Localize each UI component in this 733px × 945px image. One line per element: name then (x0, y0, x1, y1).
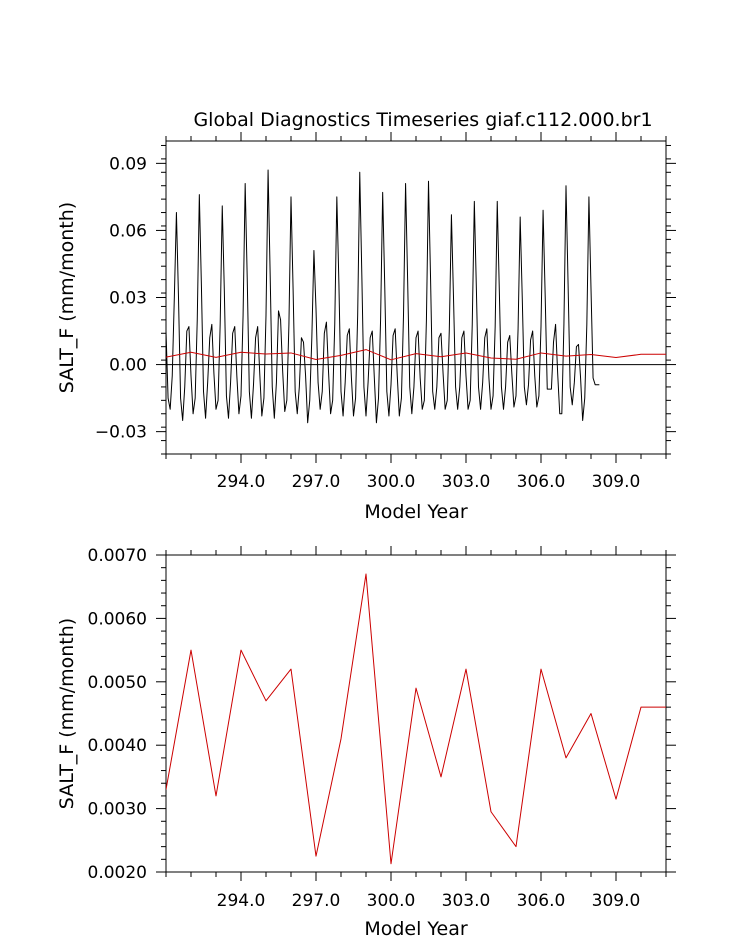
x-axis-label: Model Year (364, 918, 468, 940)
chart-title: Global Diagnostics Timeseries giaf.c112.… (193, 109, 652, 131)
y-tick-label: 0.09 (109, 154, 147, 174)
x-tick-label: 297.0 (292, 472, 341, 492)
y-axis-label: SALT_F (mm/month) (56, 618, 78, 809)
y-tick-label: 0.0070 (88, 546, 147, 566)
series-group (166, 573, 666, 865)
x-tick-label: 309.0 (592, 891, 641, 911)
y-tick-label: 0.0050 (88, 673, 147, 693)
y-tick-label: 0.0030 (88, 800, 147, 820)
x-tick-label: 306.0 (517, 891, 566, 911)
y-tick-label: 0.03 (109, 289, 147, 309)
series-group (166, 169, 666, 424)
annual-mean-series-line (166, 349, 666, 361)
x-tick-label: 306.0 (517, 472, 566, 492)
y-axis-label: SALT_F (mm/month) (56, 202, 78, 393)
x-tick-label: 303.0 (442, 891, 491, 911)
y-tick-label: 0.0020 (88, 863, 147, 883)
y-tick-label: 0.0060 (88, 609, 147, 629)
x-tick-label: 309.0 (592, 472, 641, 492)
x-tick-label: 300.0 (367, 891, 416, 911)
x-tick-label: 303.0 (442, 472, 491, 492)
y-tick-label: −0.03 (95, 423, 147, 443)
x-tick-label: 300.0 (367, 472, 416, 492)
x-tick-label: 294.0 (217, 472, 266, 492)
x-tick-label: 297.0 (292, 891, 341, 911)
y-tick-label: 0.0040 (88, 736, 147, 756)
y-tick-label: 0.06 (109, 221, 147, 241)
annual-mean-panel: 294.0 297.0 300.0 303.0 306.0 309.0 0.0020 0.00… (56, 546, 676, 940)
x-axis-label: Model Year (364, 501, 468, 523)
x-tick-label: 294.0 (217, 891, 266, 911)
y-tick-label: 0.00 (109, 356, 147, 376)
annual-mean-series-line (166, 573, 666, 865)
timeseries-panel: 294.0 297.0 300.0 303.0 306.0 309.0 −0.03 0.00 0… (56, 109, 676, 523)
monthly-series-line (166, 169, 600, 424)
